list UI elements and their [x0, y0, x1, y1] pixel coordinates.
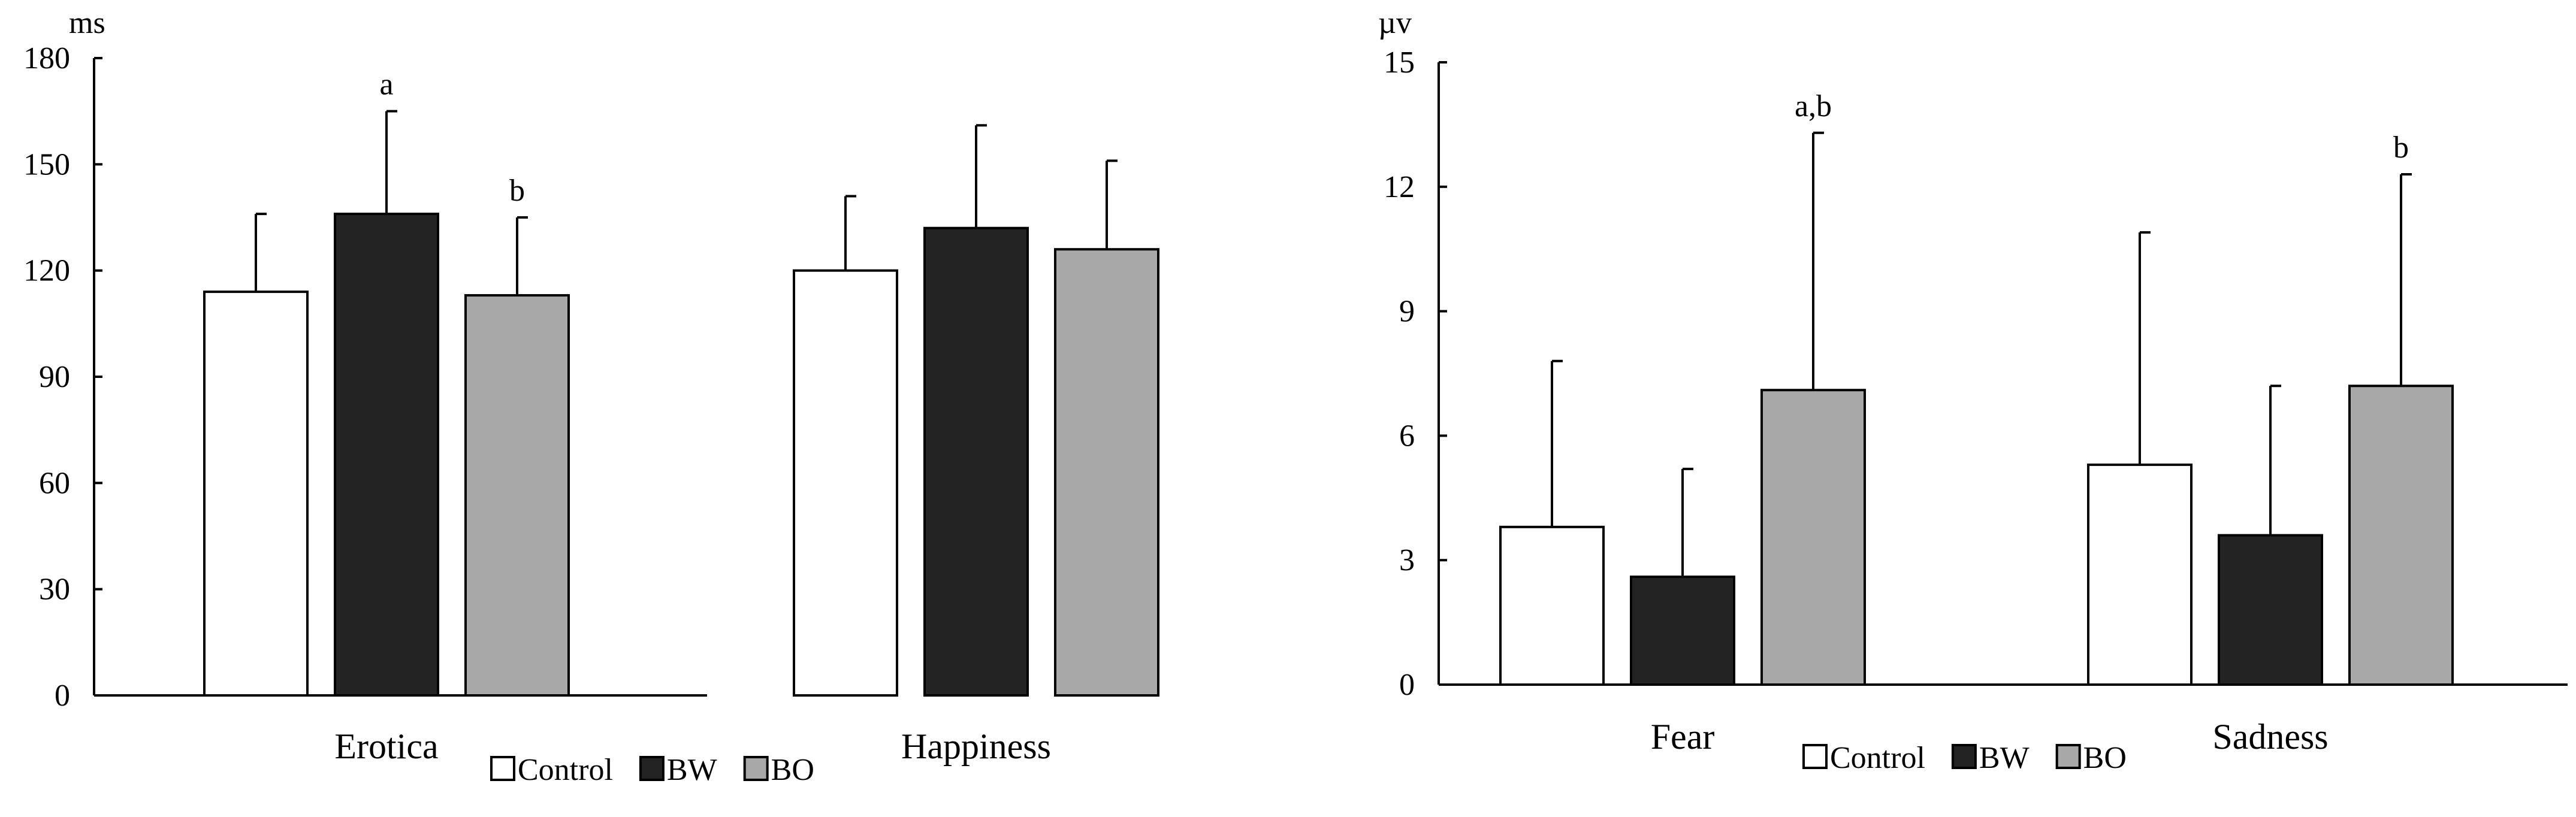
y-unit-label: ms [69, 6, 105, 40]
bar-bw-fear [1630, 575, 1735, 686]
legend-swatch-bo [743, 756, 769, 781]
bar-bo-happiness [1054, 248, 1159, 697]
legend-label: BW [1979, 741, 2030, 775]
legend-swatch-control [490, 756, 515, 781]
left-chart-panel: ms 0 30 60 90 120 150 180 a b Erotica Happiness Cont… [23, 6, 1159, 787]
bar-bw-happiness [923, 226, 1029, 697]
legend-label: BW [667, 753, 717, 787]
bar-bw-sadness [2218, 534, 2323, 686]
y-tick-label: 9 [1399, 295, 1415, 329]
legend-swatch-bw [639, 756, 665, 781]
legend-swatch-control [1802, 744, 1828, 769]
bar-bw-erotica [334, 213, 439, 697]
significance-label: a [379, 68, 393, 102]
bar-bo-sadness [2348, 385, 2454, 686]
y-tick-label: 3 [1399, 543, 1415, 577]
legend-swatch-bw [1951, 744, 1977, 769]
y-tick-label: 0 [55, 679, 70, 713]
x-category-label: Sadness [2212, 717, 2328, 757]
legend-label: BO [771, 753, 814, 787]
significance-label: b [509, 174, 525, 208]
x-category-label: Fear [1651, 717, 1715, 757]
bar-bo-fear [1760, 389, 1866, 686]
y-tick-label: 15 [1384, 46, 1415, 80]
y-unit-label: µv [1378, 6, 1412, 40]
x-category-label: Happiness [901, 727, 1051, 766]
x-category-label: Erotica [334, 727, 438, 766]
legend-label: Control [1830, 741, 1925, 775]
bar-control-fear [1499, 525, 1605, 686]
y-tick-label: 30 [39, 573, 70, 607]
significance-label: b [2393, 131, 2409, 165]
y-tick-label: 90 [39, 360, 70, 394]
y-tick-label: 60 [39, 466, 70, 500]
y-tick-label: 0 [1399, 668, 1415, 702]
y-tick-label: 6 [1399, 419, 1415, 453]
bar-bo-erotica [464, 294, 570, 697]
y-tick-label: 180 [23, 41, 70, 75]
bar-control-happiness [793, 269, 898, 697]
legend-label: Control [518, 753, 613, 787]
bar-control-erotica [203, 291, 309, 697]
significance-label: a,b [1795, 89, 1832, 123]
right-chart-panel: µv 0 3 6 9 12 15 a,b Fear b Sadness Control BW BO [1378, 6, 2568, 775]
legend-label: BO [2083, 741, 2127, 775]
bar-control-sadness [2087, 463, 2193, 686]
y-tick-label: 12 [1384, 170, 1415, 204]
legend-swatch-bo [2055, 744, 2081, 769]
y-tick-label: 120 [23, 254, 70, 288]
y-tick-label: 150 [23, 147, 70, 181]
